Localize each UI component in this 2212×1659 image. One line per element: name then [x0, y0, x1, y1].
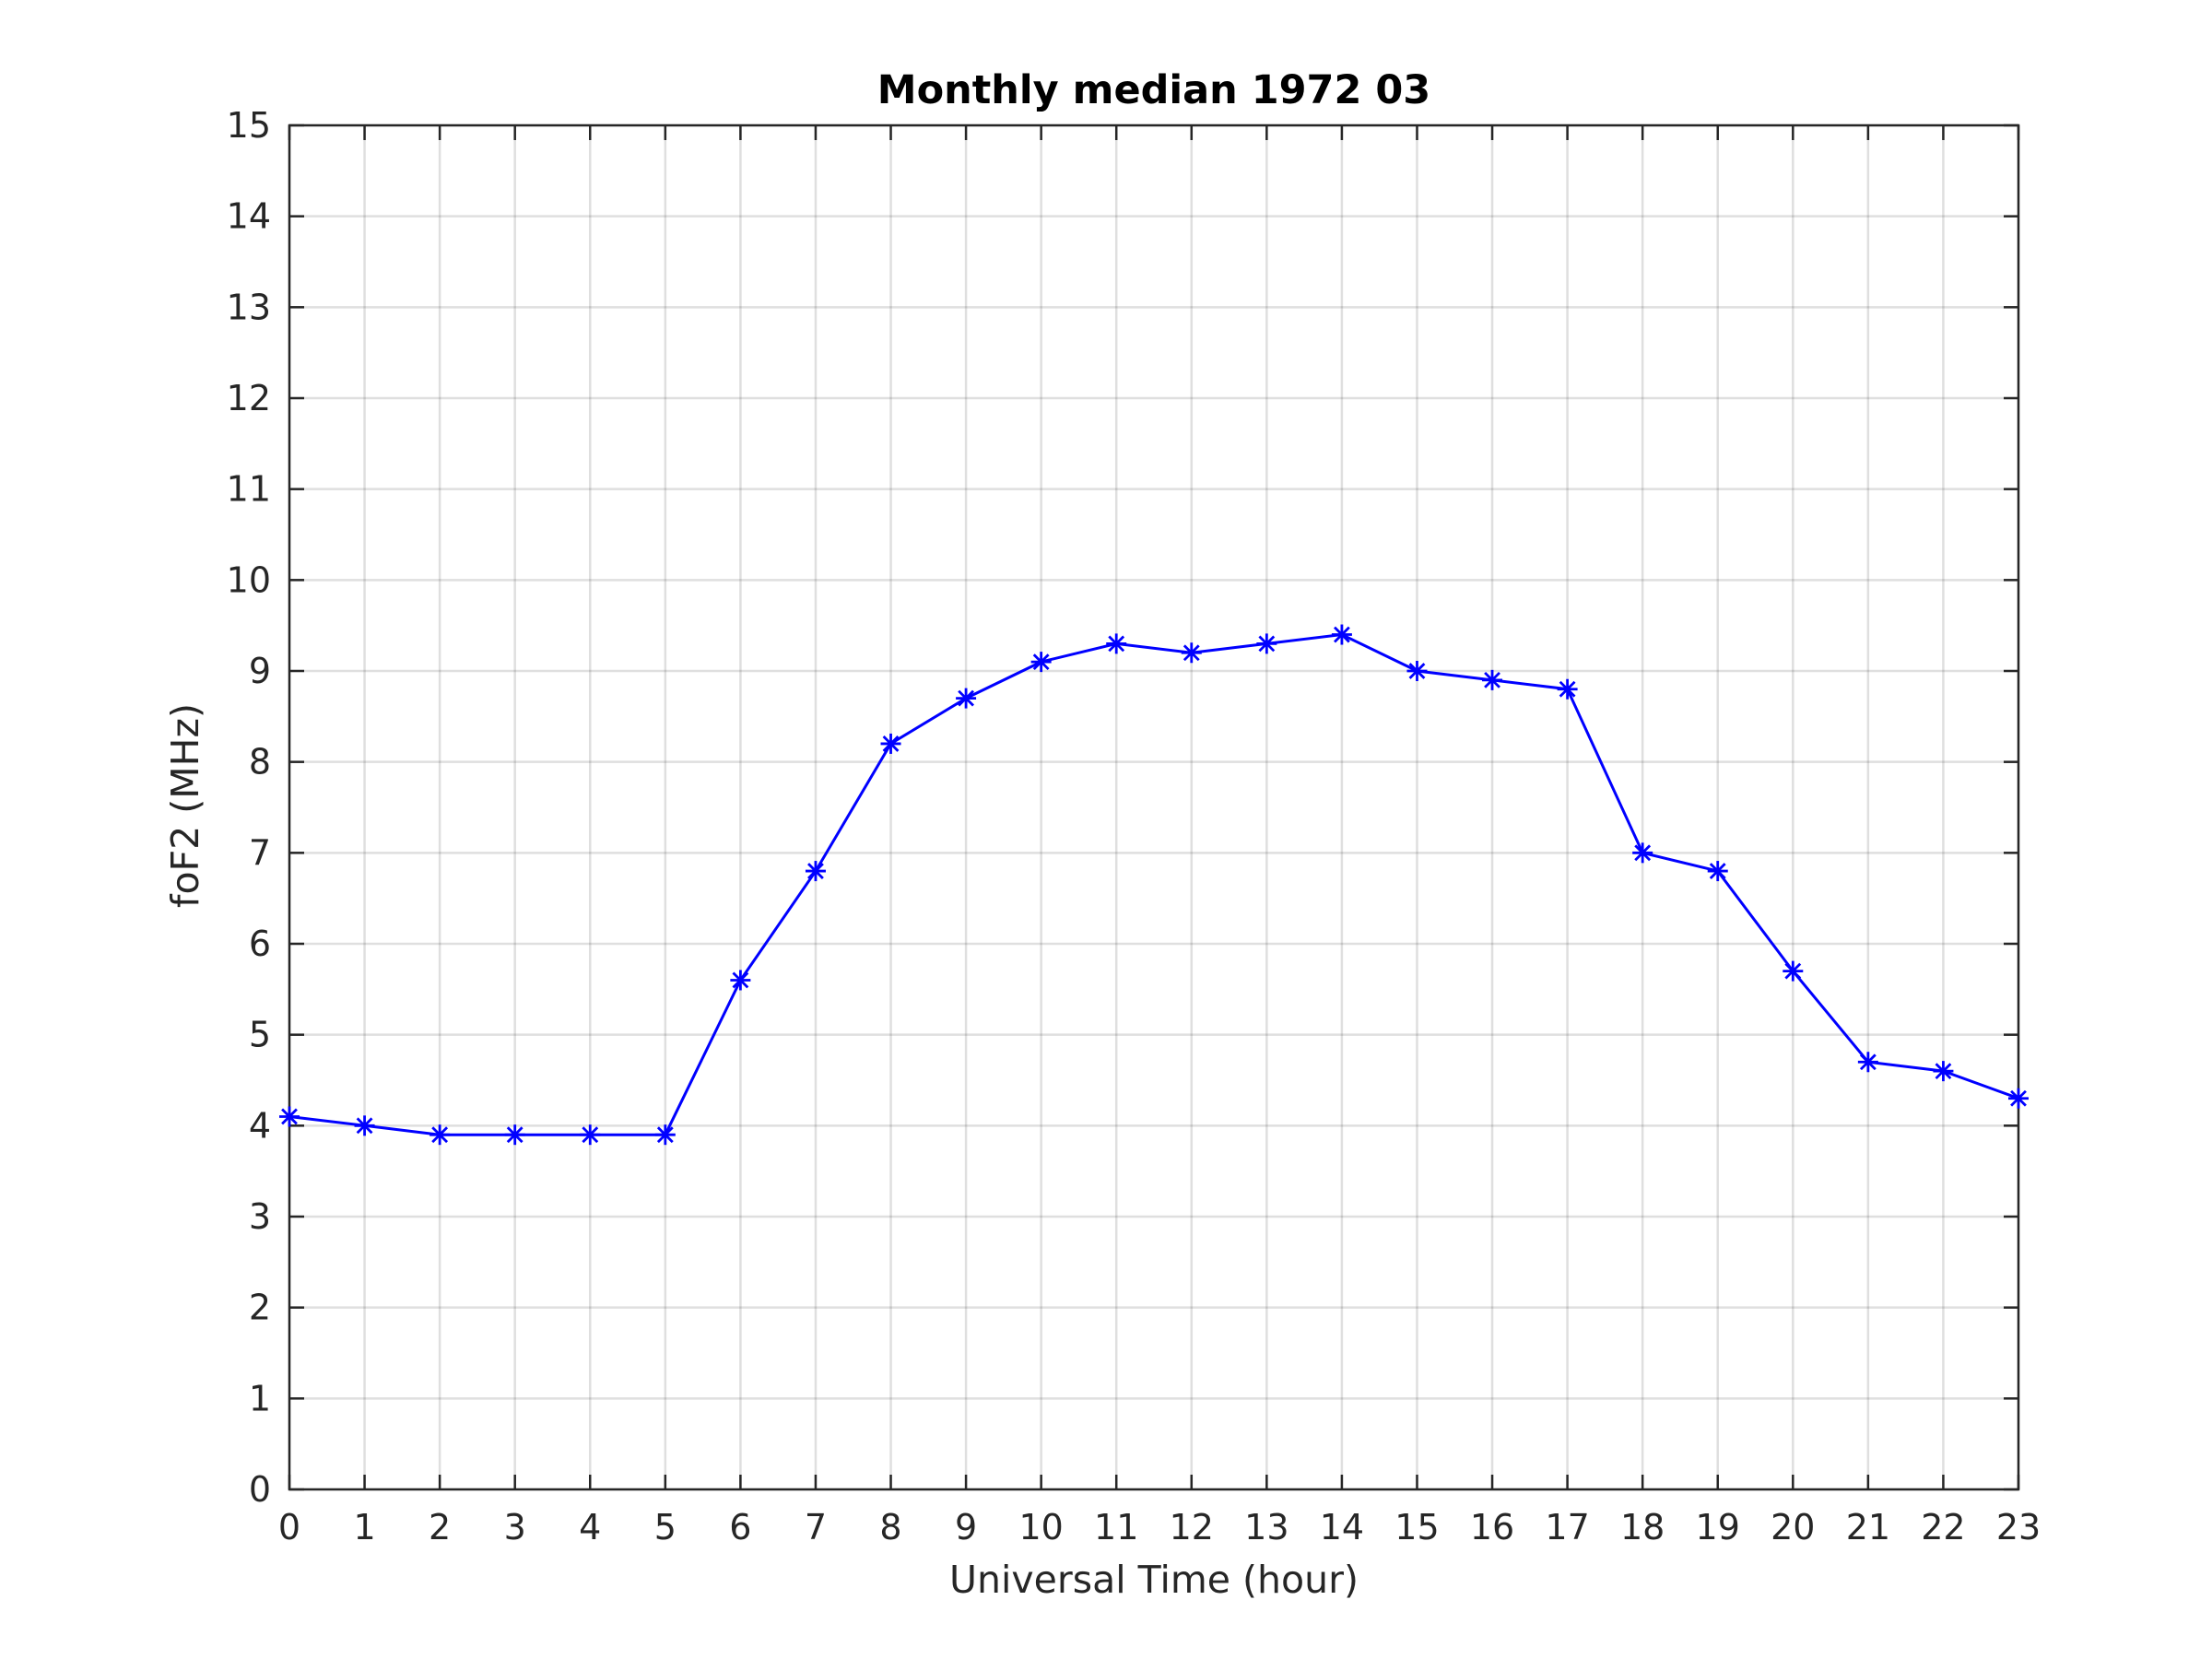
- data-point-marker: [730, 970, 751, 991]
- data-point-marker: [1707, 861, 1728, 882]
- x-tick-label: 4: [579, 1507, 601, 1547]
- data-point-marker: [1857, 1052, 1878, 1073]
- y-tick-label: 1: [249, 1378, 271, 1418]
- y-tick-label: 12: [227, 378, 271, 418]
- x-axis-title: Universal Time (hour): [949, 1558, 1359, 1602]
- data-point-marker: [354, 1115, 375, 1136]
- x-tick-label: 17: [1545, 1507, 1589, 1547]
- y-tick-label: 15: [227, 105, 271, 146]
- y-tick-label: 14: [227, 196, 271, 237]
- data-point-marker: [805, 861, 826, 882]
- y-tick-label: 7: [249, 832, 271, 873]
- x-tick-label: 2: [429, 1507, 451, 1547]
- x-tick-label: 5: [654, 1507, 677, 1547]
- data-point-marker: [279, 1106, 300, 1127]
- x-tick-label: 15: [1394, 1507, 1439, 1547]
- data-point-marker: [1406, 661, 1428, 681]
- x-tick-label: 13: [1244, 1507, 1288, 1547]
- y-tick-label: 3: [249, 1196, 271, 1237]
- data-point-marker: [1783, 960, 1804, 982]
- y-axis-title: foF2 (MHz): [163, 703, 207, 908]
- data-point-marker: [654, 1124, 676, 1146]
- data-point-marker: [429, 1124, 451, 1146]
- y-tick-label: 5: [249, 1015, 271, 1055]
- data-series: [279, 624, 2029, 1146]
- tick-marks: [288, 124, 2020, 1491]
- x-tick-label: 18: [1620, 1507, 1665, 1547]
- y-tick-label: 6: [249, 924, 271, 964]
- x-tick-label: 6: [729, 1507, 751, 1547]
- data-point-marker: [956, 688, 977, 709]
- data-point-marker: [1106, 633, 1127, 654]
- chart-title: Monthly median 1972 03: [877, 67, 1430, 113]
- x-tick-label: 16: [1470, 1507, 1514, 1547]
- data-point-marker: [1557, 678, 1578, 700]
- x-tick-label: 14: [1320, 1507, 1364, 1547]
- data-point-marker: [880, 733, 901, 754]
- y-tick-label: 13: [227, 287, 271, 327]
- data-point-marker: [580, 1124, 601, 1146]
- data-point-marker: [504, 1124, 525, 1146]
- x-tick-label: 3: [504, 1507, 526, 1547]
- grid: [288, 124, 2020, 1491]
- data-point-marker: [1181, 642, 1202, 664]
- y-tick-label: 9: [249, 651, 271, 691]
- y-tick-label: 2: [249, 1288, 271, 1328]
- y-tick-label: 11: [227, 469, 271, 510]
- x-tick-label: 9: [955, 1507, 977, 1547]
- x-tick-label: 0: [278, 1507, 300, 1547]
- y-tick-label: 4: [249, 1105, 271, 1146]
- data-point-marker: [1482, 669, 1503, 690]
- x-tick-label: 8: [879, 1507, 901, 1547]
- series-line: [288, 632, 2019, 1136]
- data-point-marker: [1331, 624, 1352, 645]
- x-tick-label: 7: [805, 1507, 827, 1547]
- x-tick-label: 11: [1094, 1507, 1138, 1547]
- y-tick-label: 8: [249, 742, 271, 782]
- x-tick-label: 10: [1018, 1507, 1063, 1547]
- y-tick-label: 0: [249, 1469, 271, 1510]
- data-point-marker: [1933, 1061, 1954, 1082]
- x-tick-label: 19: [1696, 1507, 1740, 1547]
- y-tick-label: 10: [227, 559, 271, 600]
- data-point-marker: [2008, 1088, 2029, 1109]
- x-tick-label: 23: [1996, 1507, 2041, 1547]
- x-tick-label: 22: [1921, 1507, 1965, 1547]
- x-tick-labels: 0 1 2 3 4 5 6 7 8 9 10 11 12 13 14 15 16 17 18 19 20 21 22 23: [278, 1507, 2041, 1547]
- x-tick-label: 12: [1170, 1507, 1214, 1547]
- x-tick-label: 1: [353, 1507, 375, 1547]
- data-point-marker: [1030, 652, 1052, 673]
- x-tick-label: 21: [1846, 1507, 1890, 1547]
- plot-area-frame: [288, 124, 2020, 1491]
- data-point-marker: [1256, 633, 1277, 654]
- data-point-marker: [1632, 842, 1653, 864]
- x-tick-label: 20: [1771, 1507, 1815, 1547]
